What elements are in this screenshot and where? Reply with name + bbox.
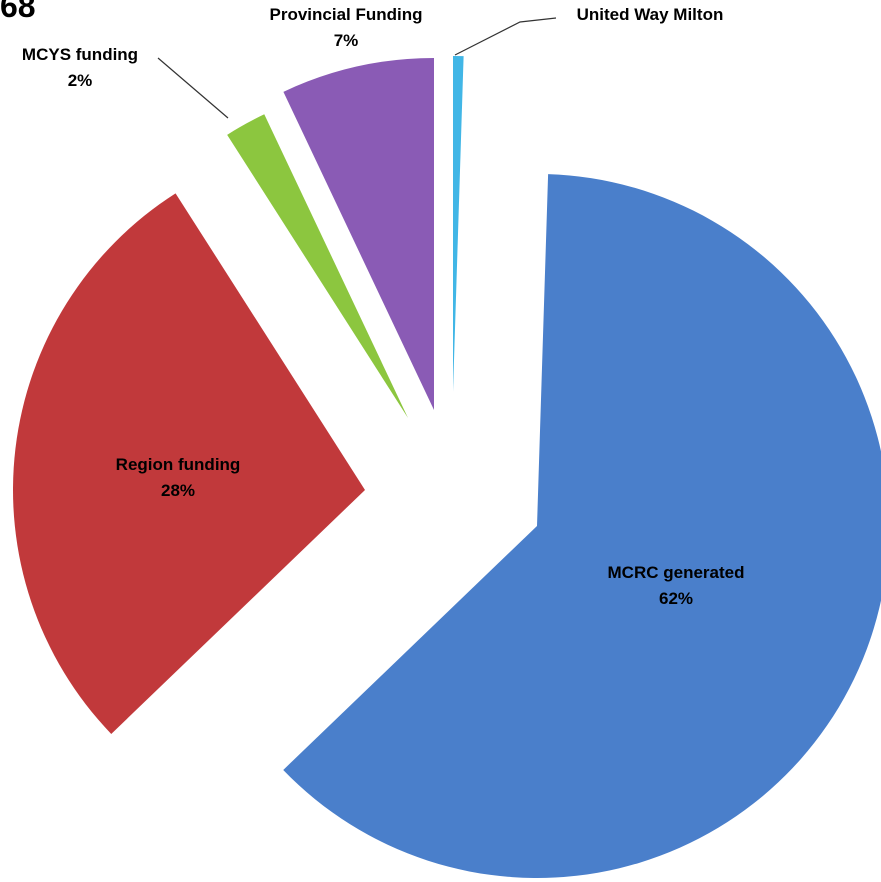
pie-slices: [13, 56, 881, 878]
slice-percent-mcys-funding: 2%: [68, 71, 93, 90]
pie-slice-mcrc-generated: [283, 174, 881, 878]
pie-slice-mcys-funding: [227, 114, 408, 419]
leader-line-united-way-milton: [454, 17, 557, 56]
leader-lines: [157, 17, 557, 119]
pie-slice-region-funding: [13, 193, 365, 734]
slice-name-mcys-funding: MCYS funding: [22, 45, 138, 64]
slice-name-provincial-funding: Provincial Funding: [269, 5, 422, 24]
leader-line-mcys-funding: [157, 57, 229, 119]
slice-percent-mcrc-generated: 62%: [659, 589, 693, 608]
slice-name-united-way-milton: United Way Milton: [577, 5, 724, 24]
pie-slice-united-way-milton: [453, 56, 464, 392]
slice-percent-provincial-funding: 7%: [334, 31, 359, 50]
page-number: 68: [0, 0, 36, 24]
slice-labels: United Way Milton MCRC generated 62% Region…: [22, 5, 745, 608]
pie-slice-provincial-funding: [283, 58, 434, 410]
slice-name-mcrc-generated: MCRC generated: [608, 563, 745, 582]
slice-percent-region-funding: 28%: [161, 481, 195, 500]
slice-name-region-funding: Region funding: [116, 455, 241, 474]
